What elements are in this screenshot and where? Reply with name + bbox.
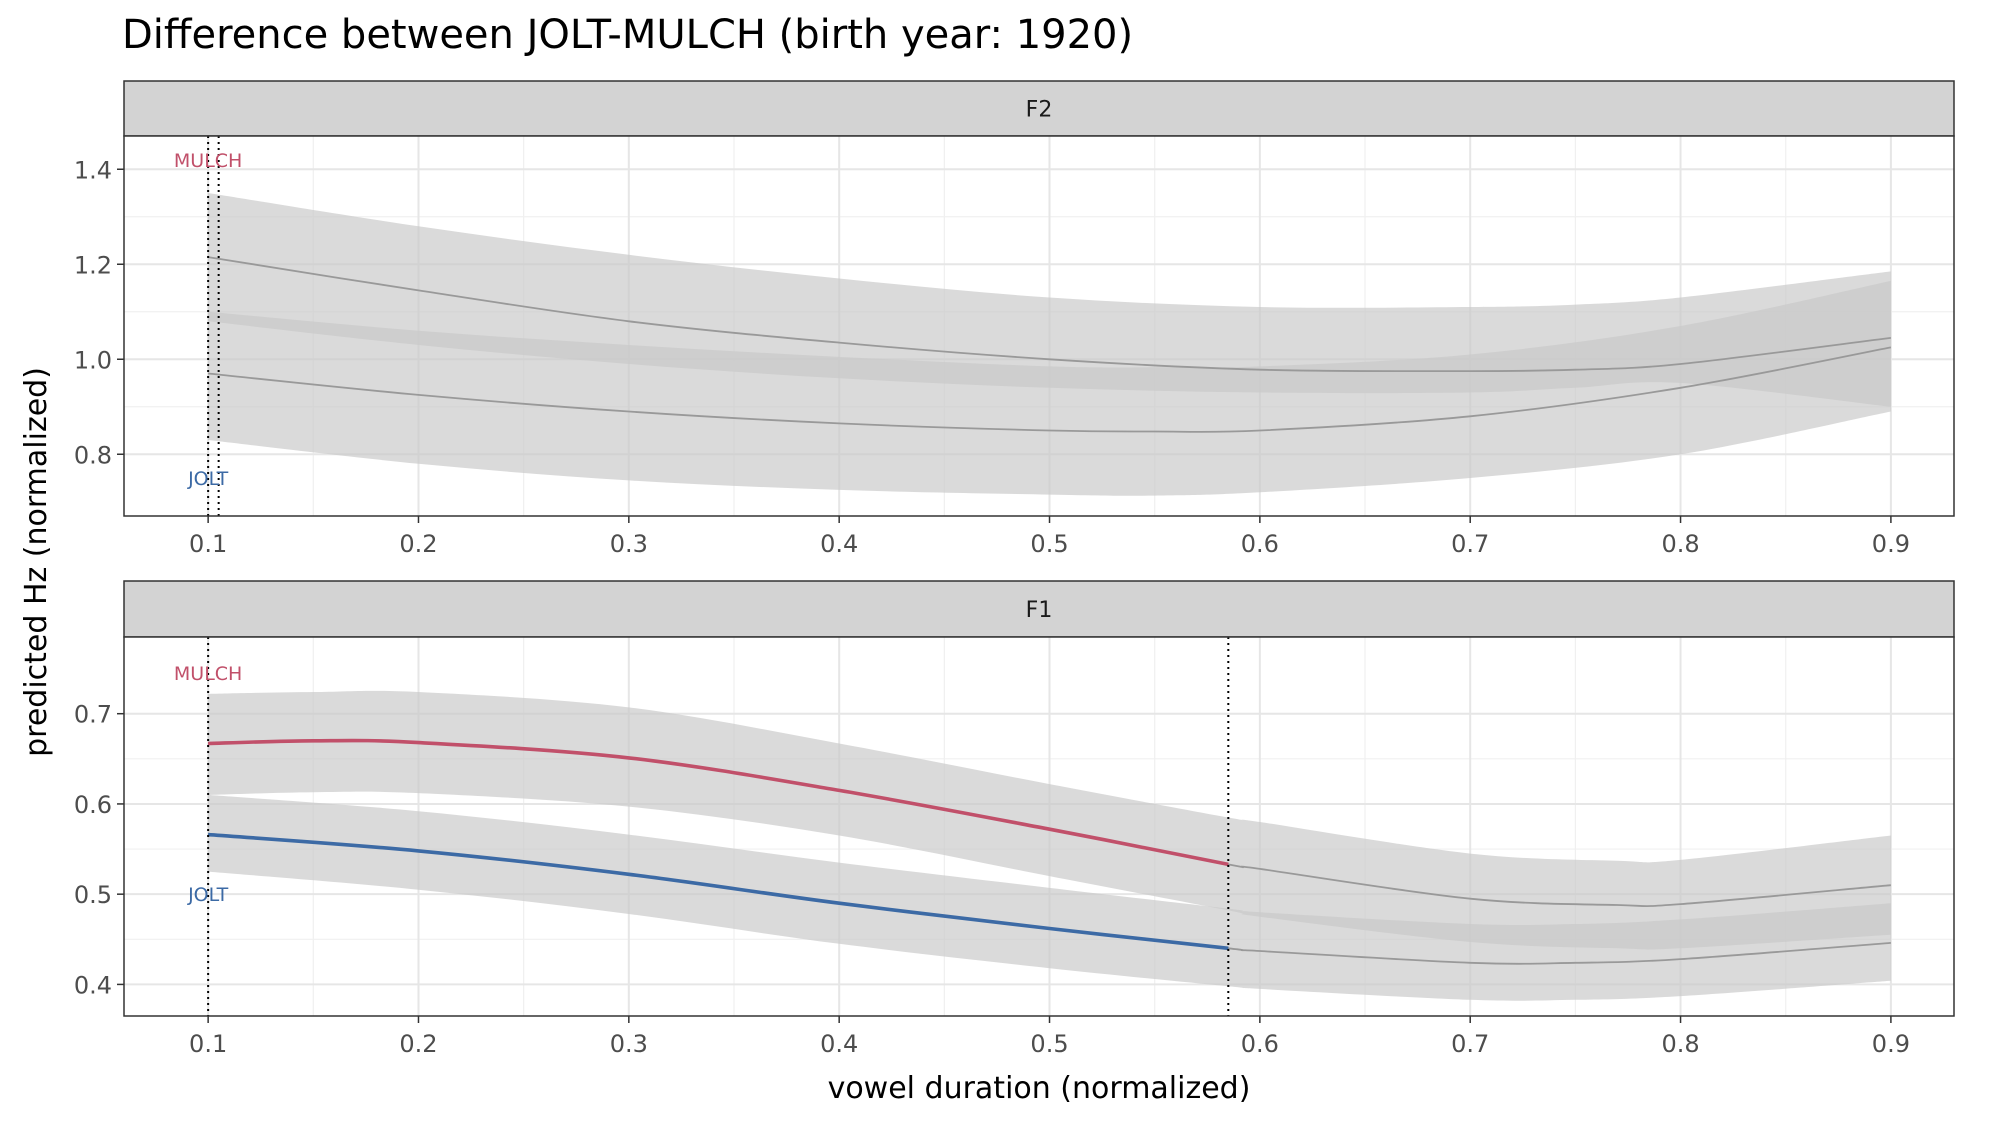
ci-band-jolt bbox=[208, 280, 1891, 496]
y-tick-label: 0.6 bbox=[74, 791, 112, 819]
series-label-jolt: JOLT bbox=[187, 468, 229, 490]
ci-band-jolt bbox=[208, 794, 1891, 1001]
x-tick-label: 0.5 bbox=[1030, 530, 1068, 558]
y-tick-label: 1.2 bbox=[74, 251, 112, 279]
y-tick-label: 0.4 bbox=[74, 971, 112, 999]
y-tick-label: 1.4 bbox=[74, 156, 112, 184]
x-tick-label: 0.1 bbox=[189, 1030, 227, 1058]
series-line-jolt bbox=[208, 346, 1892, 433]
y-tick-label: 0.5 bbox=[74, 881, 112, 909]
x-tick-label: 0.5 bbox=[1030, 1030, 1068, 1058]
facet-strip bbox=[123, 580, 1955, 638]
panel-f2: F2 MULCH JOLT 0.8 1.0 1.2 1.4 0.1 0.2 0.3 0.4 0.5 0.… bbox=[74, 80, 1955, 558]
panel-border bbox=[123, 135, 1955, 517]
x-tick-label: 0.9 bbox=[1872, 1030, 1910, 1058]
x-tick-label: 0.3 bbox=[610, 530, 648, 558]
x-tick-label: 0.6 bbox=[1241, 1030, 1279, 1058]
y-tick-label: 1.0 bbox=[74, 346, 112, 374]
x-tick-label: 0.4 bbox=[820, 1030, 858, 1058]
y-tick-label: 0.8 bbox=[74, 441, 112, 469]
significant-line-mulch bbox=[208, 738, 1229, 867]
x-tick-label: 0.2 bbox=[399, 530, 437, 558]
x-tick-label: 0.8 bbox=[1661, 530, 1699, 558]
y-axis-label: predicted Hz (normalized) bbox=[19, 367, 54, 757]
y-tick-label: 0.7 bbox=[74, 701, 112, 729]
x-tick-label: 0.9 bbox=[1872, 530, 1910, 558]
panel-border bbox=[123, 636, 1955, 1017]
chart-title: Difference between JOLT-MULCH (birth yea… bbox=[122, 12, 1133, 58]
x-axis-label: vowel duration (normalized) bbox=[828, 1071, 1251, 1106]
significant-line-jolt bbox=[207, 832, 1229, 951]
x-tick-label: 0.4 bbox=[820, 530, 858, 558]
ci-band-mulch bbox=[208, 690, 1891, 950]
x-tick-label: 0.7 bbox=[1451, 1030, 1489, 1058]
facet-strip-label: F1 bbox=[1026, 598, 1053, 623]
series-label-mulch: MULCH bbox=[174, 663, 242, 685]
x-tick-label: 0.7 bbox=[1451, 530, 1489, 558]
panel-f1: F1 MULCH JOLT 0.4 0.5 0.6 0.7 0.1 0.2 0.3 0.4 0.5 0.… bbox=[74, 580, 1955, 1058]
series-label-jolt: JOLT bbox=[187, 884, 229, 906]
facet-strip-label: F2 bbox=[1026, 98, 1053, 123]
series-line-mulch bbox=[207, 256, 1892, 373]
x-tick-label: 0.8 bbox=[1661, 1030, 1699, 1058]
x-tick-label: 0.6 bbox=[1241, 530, 1279, 558]
series-label-mulch: MULCH bbox=[174, 150, 242, 172]
x-tick-label: 0.3 bbox=[610, 1030, 648, 1058]
facet-strip bbox=[123, 80, 1955, 137]
x-tick-label: 0.2 bbox=[399, 1030, 437, 1058]
x-tick-label: 0.1 bbox=[189, 530, 227, 558]
